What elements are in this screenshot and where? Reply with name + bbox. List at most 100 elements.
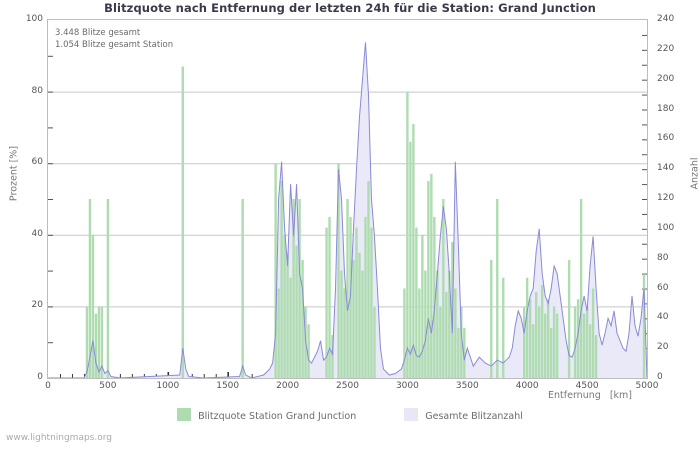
bar-3750km bbox=[496, 199, 499, 378]
bar-1950km bbox=[280, 181, 283, 378]
plot-area bbox=[47, 19, 648, 379]
legend-label-1: Gesamte Blitzanzahl bbox=[425, 411, 523, 422]
bar-4100km bbox=[537, 306, 541, 378]
y-tick-right-220: 220 bbox=[657, 43, 675, 54]
bar-2375km bbox=[331, 335, 334, 378]
bar-3150km bbox=[424, 270, 427, 378]
bar-2600km bbox=[358, 252, 361, 378]
bar-2650km bbox=[364, 216, 367, 378]
bar-4425km bbox=[576, 299, 580, 378]
bar-2475km bbox=[343, 288, 346, 378]
page-title: Blitzquote nach Entfernung der letzten 2… bbox=[104, 1, 596, 15]
x-axis-label: Entfernung [km] bbox=[548, 390, 632, 401]
y-tick-right-80: 80 bbox=[657, 252, 669, 263]
bar-3225km bbox=[433, 216, 436, 378]
bar-2975km bbox=[403, 288, 406, 378]
bar-4350km bbox=[567, 259, 571, 378]
station-strokes-label: 1.054 Blitze gesamt Station bbox=[55, 40, 174, 50]
bar-425km bbox=[97, 306, 101, 378]
bar-1925km bbox=[277, 288, 280, 378]
legend-swatch-quote bbox=[177, 408, 192, 421]
bar-2350km bbox=[328, 216, 331, 378]
bar-2675km bbox=[367, 181, 370, 378]
bar-3475km bbox=[463, 327, 466, 378]
bar-3125km bbox=[421, 234, 424, 378]
bar-3350km bbox=[448, 270, 451, 378]
y-tick-right-200: 200 bbox=[657, 73, 675, 84]
bar-4200km bbox=[549, 327, 553, 378]
bar-3975km bbox=[523, 306, 526, 378]
bar-2325km bbox=[325, 227, 328, 378]
bar-1625km bbox=[241, 199, 244, 378]
bar-2550km bbox=[352, 259, 355, 378]
bar-3450km bbox=[460, 306, 463, 378]
bar-3800km bbox=[502, 277, 505, 378]
bar-500km bbox=[106, 199, 110, 378]
x-tick-0: 0 bbox=[45, 381, 51, 391]
y-axis-left-label: Prozent [%] bbox=[8, 145, 20, 202]
y-tick-left-0: 0 bbox=[37, 372, 43, 382]
bar-3050km bbox=[412, 123, 415, 378]
x-tick-1000: 1000 bbox=[156, 381, 180, 391]
x-tick-3000: 3000 bbox=[395, 381, 419, 391]
footer-url: www.lightningmaps.org bbox=[6, 433, 112, 443]
bar-4450km bbox=[579, 199, 583, 378]
bar-3100km bbox=[418, 288, 421, 378]
y-tick-right-140: 140 bbox=[657, 163, 675, 174]
chart-legend: Blitzquote Station Grand Junction Gesamte… bbox=[0, 408, 700, 422]
bar-3425km bbox=[457, 327, 460, 378]
bar-4000km bbox=[526, 277, 529, 378]
legend-item-0[interactable]: Blitzquote Station Grand Junction bbox=[177, 408, 356, 422]
bar-4525km bbox=[588, 324, 592, 378]
bar-1900km bbox=[274, 163, 277, 378]
x-tick-4000: 4000 bbox=[515, 381, 539, 391]
bar-2700km bbox=[370, 227, 373, 378]
bar-2425km bbox=[337, 163, 340, 378]
y-tick-right-20: 20 bbox=[657, 342, 669, 353]
legend-swatch-total bbox=[404, 408, 419, 421]
y-tick-right-120: 120 bbox=[657, 193, 675, 203]
bar-3025km bbox=[409, 141, 412, 378]
x-tick-3500: 3500 bbox=[455, 381, 479, 391]
bar-350km bbox=[88, 199, 92, 378]
bar-4050km bbox=[531, 324, 535, 378]
legend-label-0: Blitzquote Station Grand Junction bbox=[198, 411, 357, 422]
bar-400km bbox=[94, 313, 98, 378]
bar-2000km bbox=[286, 252, 289, 378]
y-tick-right-180: 180 bbox=[657, 103, 675, 114]
x-tick-4500: 4500 bbox=[575, 381, 599, 391]
x-tick-2500: 2500 bbox=[336, 381, 359, 391]
bar-1125km bbox=[181, 66, 184, 378]
bar-4175km bbox=[546, 299, 550, 378]
bar-3250km bbox=[436, 270, 439, 378]
bar-3200km bbox=[430, 173, 433, 378]
bar-2625km bbox=[361, 270, 364, 378]
bar-4075km bbox=[534, 292, 538, 378]
y-tick-left-80: 80 bbox=[31, 85, 43, 96]
total-strokes-label: 3.448 Blitze gesamt bbox=[55, 28, 141, 38]
bar-2050km bbox=[292, 199, 295, 378]
bar-4550km bbox=[591, 288, 595, 378]
bar-4150km bbox=[543, 313, 547, 378]
bar-450km bbox=[100, 306, 104, 378]
bar-2575km bbox=[355, 227, 358, 378]
y-tick-right-40: 40 bbox=[657, 312, 669, 323]
bar-4575km bbox=[594, 335, 598, 378]
bar-2500km bbox=[346, 199, 349, 378]
y-tick-left-40: 40 bbox=[31, 228, 43, 239]
plot-svg bbox=[48, 34, 647, 378]
bar-3700km bbox=[490, 259, 493, 378]
bar-3175km bbox=[427, 181, 430, 378]
y-tick-right-160: 160 bbox=[657, 133, 675, 144]
bar-4500km bbox=[585, 306, 589, 378]
bar-2100km bbox=[298, 199, 301, 378]
legend-item-1[interactable]: Gesamte Blitzanzahl bbox=[404, 408, 523, 422]
bar-325km bbox=[85, 306, 89, 378]
x-tick-1500: 1500 bbox=[216, 381, 240, 391]
y-tick-left-20: 20 bbox=[31, 300, 43, 311]
bar-1975km bbox=[283, 234, 286, 378]
bar-3275km bbox=[439, 306, 442, 378]
bar-4475km bbox=[582, 313, 586, 378]
bar-2725km bbox=[373, 306, 376, 378]
